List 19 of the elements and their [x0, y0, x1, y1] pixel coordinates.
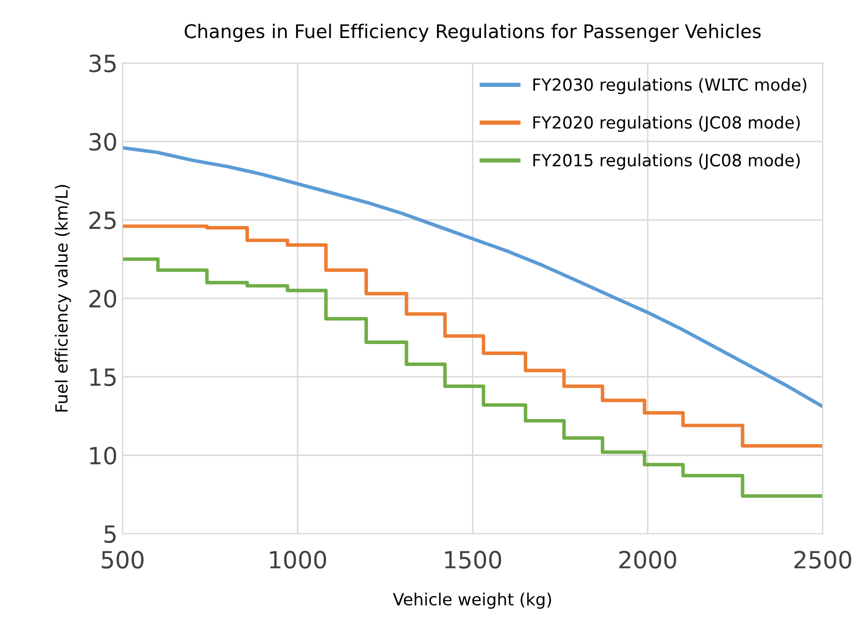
legend-label: FY2015 regulations (JC08 mode): [533, 154, 800, 170]
line-series: [122, 146, 823, 408]
x-tick-label: 1500: [445, 550, 502, 569]
y-tick-label: 15: [90, 368, 116, 386]
chart-title: Changes in Fuel Efficiency Regulations for Passenger Vehicles: [184, 24, 761, 42]
x-axis-title: Vehicle weight (kg): [392, 592, 552, 609]
x-tick-label: 500: [102, 550, 144, 569]
legend-label: FY2020 regulations (JC08 mode): [533, 116, 800, 132]
y-tick-label: 10: [90, 446, 116, 465]
x-tick-label: 2000: [619, 550, 676, 569]
x-tick-label: 1000: [270, 550, 326, 569]
x-tick-label: 2500: [794, 550, 852, 569]
y-tick-label: 25: [89, 211, 116, 230]
y-tick-label: 30: [89, 132, 116, 151]
y-tick-label: 35: [89, 54, 116, 72]
y-tick-label: 5: [104, 525, 116, 543]
legend-label: FY2030 regulations (WLTC mode): [533, 78, 806, 94]
y-tick-label: 20: [89, 290, 116, 308]
y-axis-title: Fuel efficiency value (km/L): [54, 184, 71, 412]
